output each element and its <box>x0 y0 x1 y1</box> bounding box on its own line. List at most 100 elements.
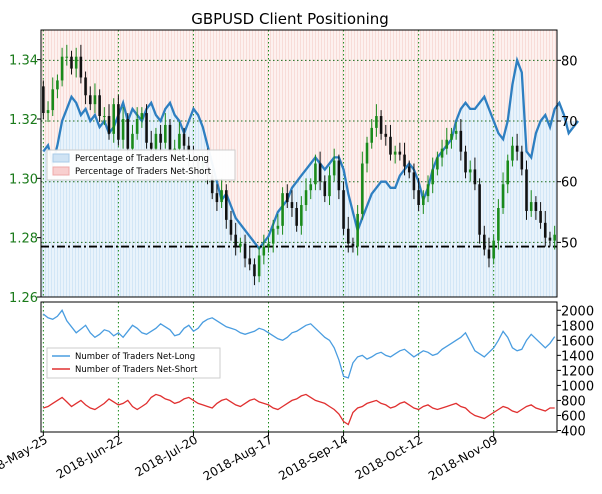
candle-body <box>478 184 481 235</box>
candle-body <box>178 133 181 149</box>
candle-body <box>243 243 247 259</box>
candle-body <box>459 130 463 152</box>
candle-body <box>168 124 172 152</box>
candle-body <box>483 234 486 250</box>
legend-label-traders-net-short: Number of Traders Net-Short <box>75 365 198 375</box>
traders-axis-tick-label: 1600 <box>561 334 594 349</box>
candle-body <box>126 119 130 149</box>
candle-body <box>487 249 491 259</box>
candle-body <box>539 210 542 223</box>
candle-body <box>42 86 45 114</box>
candle-body <box>225 190 228 220</box>
candle-body <box>431 169 434 185</box>
candle-body <box>440 148 444 158</box>
candle-body <box>51 89 55 111</box>
candle-body <box>318 163 322 182</box>
candle-body <box>543 222 547 238</box>
candle-body <box>314 163 317 185</box>
candle-body <box>492 240 495 259</box>
right-axis-tick-label: 60 <box>561 176 578 191</box>
traders-axis-tick-label: 1200 <box>561 364 594 379</box>
candle-body <box>511 145 514 161</box>
candle-body <box>98 95 101 117</box>
candle-body <box>497 208 500 241</box>
candle-body <box>445 139 449 149</box>
candle-body <box>346 228 350 244</box>
candle-body <box>454 130 458 134</box>
candle-body <box>403 154 406 167</box>
candle-body <box>300 205 303 226</box>
candle-body <box>422 196 425 206</box>
legend-swatch-net-short <box>52 166 70 176</box>
candle-body <box>379 116 383 134</box>
candle-body <box>248 258 252 265</box>
candle-body <box>436 157 439 170</box>
candle-body <box>79 56 83 78</box>
candle-body <box>210 175 214 194</box>
left-axis-tick-label: 1.30 <box>9 172 38 187</box>
net-long-pct-line <box>42 56 580 251</box>
left-axis-tick-label: 1.26 <box>9 291 38 306</box>
candle-body <box>407 166 411 173</box>
candle-body <box>112 104 115 134</box>
candle-body <box>56 80 59 90</box>
right-axis-tick-label: 50 <box>561 236 578 251</box>
candle-body <box>229 219 233 235</box>
candle-body <box>107 116 111 134</box>
traders-axis-tick-label: 800 <box>561 394 586 409</box>
candle-body <box>534 202 538 211</box>
legend-label-net-short: Percentage of Traders Net-Short <box>75 167 212 177</box>
candle-body <box>506 160 510 185</box>
candle-body <box>88 95 92 105</box>
candle-body <box>253 264 256 277</box>
candle-body <box>464 151 467 173</box>
candle-body <box>393 151 397 155</box>
traders-axis-tick-label: 400 <box>561 424 586 439</box>
candle-body <box>553 234 556 241</box>
candle-body <box>309 184 313 191</box>
candle-body <box>365 142 369 164</box>
candle-body <box>468 169 472 173</box>
left-axis-tick-label: 1.34 <box>9 54 38 69</box>
candle-body <box>328 175 331 197</box>
candle-body <box>398 151 402 155</box>
candle-body <box>276 225 280 229</box>
candle-body <box>239 243 242 247</box>
candle-body <box>285 193 289 203</box>
candle-body <box>389 136 392 155</box>
candle-body <box>473 169 477 185</box>
candle-body <box>520 151 524 170</box>
candle-body <box>93 95 97 105</box>
candle-body <box>337 160 341 191</box>
candle-body <box>234 234 237 247</box>
candle-body <box>370 127 373 143</box>
candle-body <box>384 133 388 137</box>
candle-body <box>262 246 266 256</box>
traders-panel-frame <box>40 301 558 433</box>
traders-legend-box <box>46 347 221 379</box>
candle-body <box>281 193 284 226</box>
price-legend-box <box>46 149 236 181</box>
candle-body <box>65 56 69 58</box>
candle-body <box>548 237 552 241</box>
traders-axis-tick-label: 600 <box>561 409 586 424</box>
candle-body <box>46 110 50 114</box>
candle-body <box>515 145 519 152</box>
net-long-area <box>41 60 579 297</box>
traders-legend: Number of Traders Net-Long Number of Trad… <box>46 347 221 379</box>
candle-body <box>121 119 125 140</box>
candle-body <box>103 116 106 118</box>
candle-body <box>412 172 416 191</box>
candle-body <box>332 160 336 176</box>
traders-axis-tick-label: 2000 <box>561 304 594 319</box>
candle-body <box>525 169 528 211</box>
candle-body <box>257 255 261 277</box>
candle-body <box>356 213 359 247</box>
left-axis-tick-label: 1.28 <box>9 232 38 247</box>
candle-body <box>342 190 345 229</box>
candle-body <box>351 243 355 247</box>
candle-body <box>117 104 120 140</box>
candle-body <box>84 77 87 96</box>
